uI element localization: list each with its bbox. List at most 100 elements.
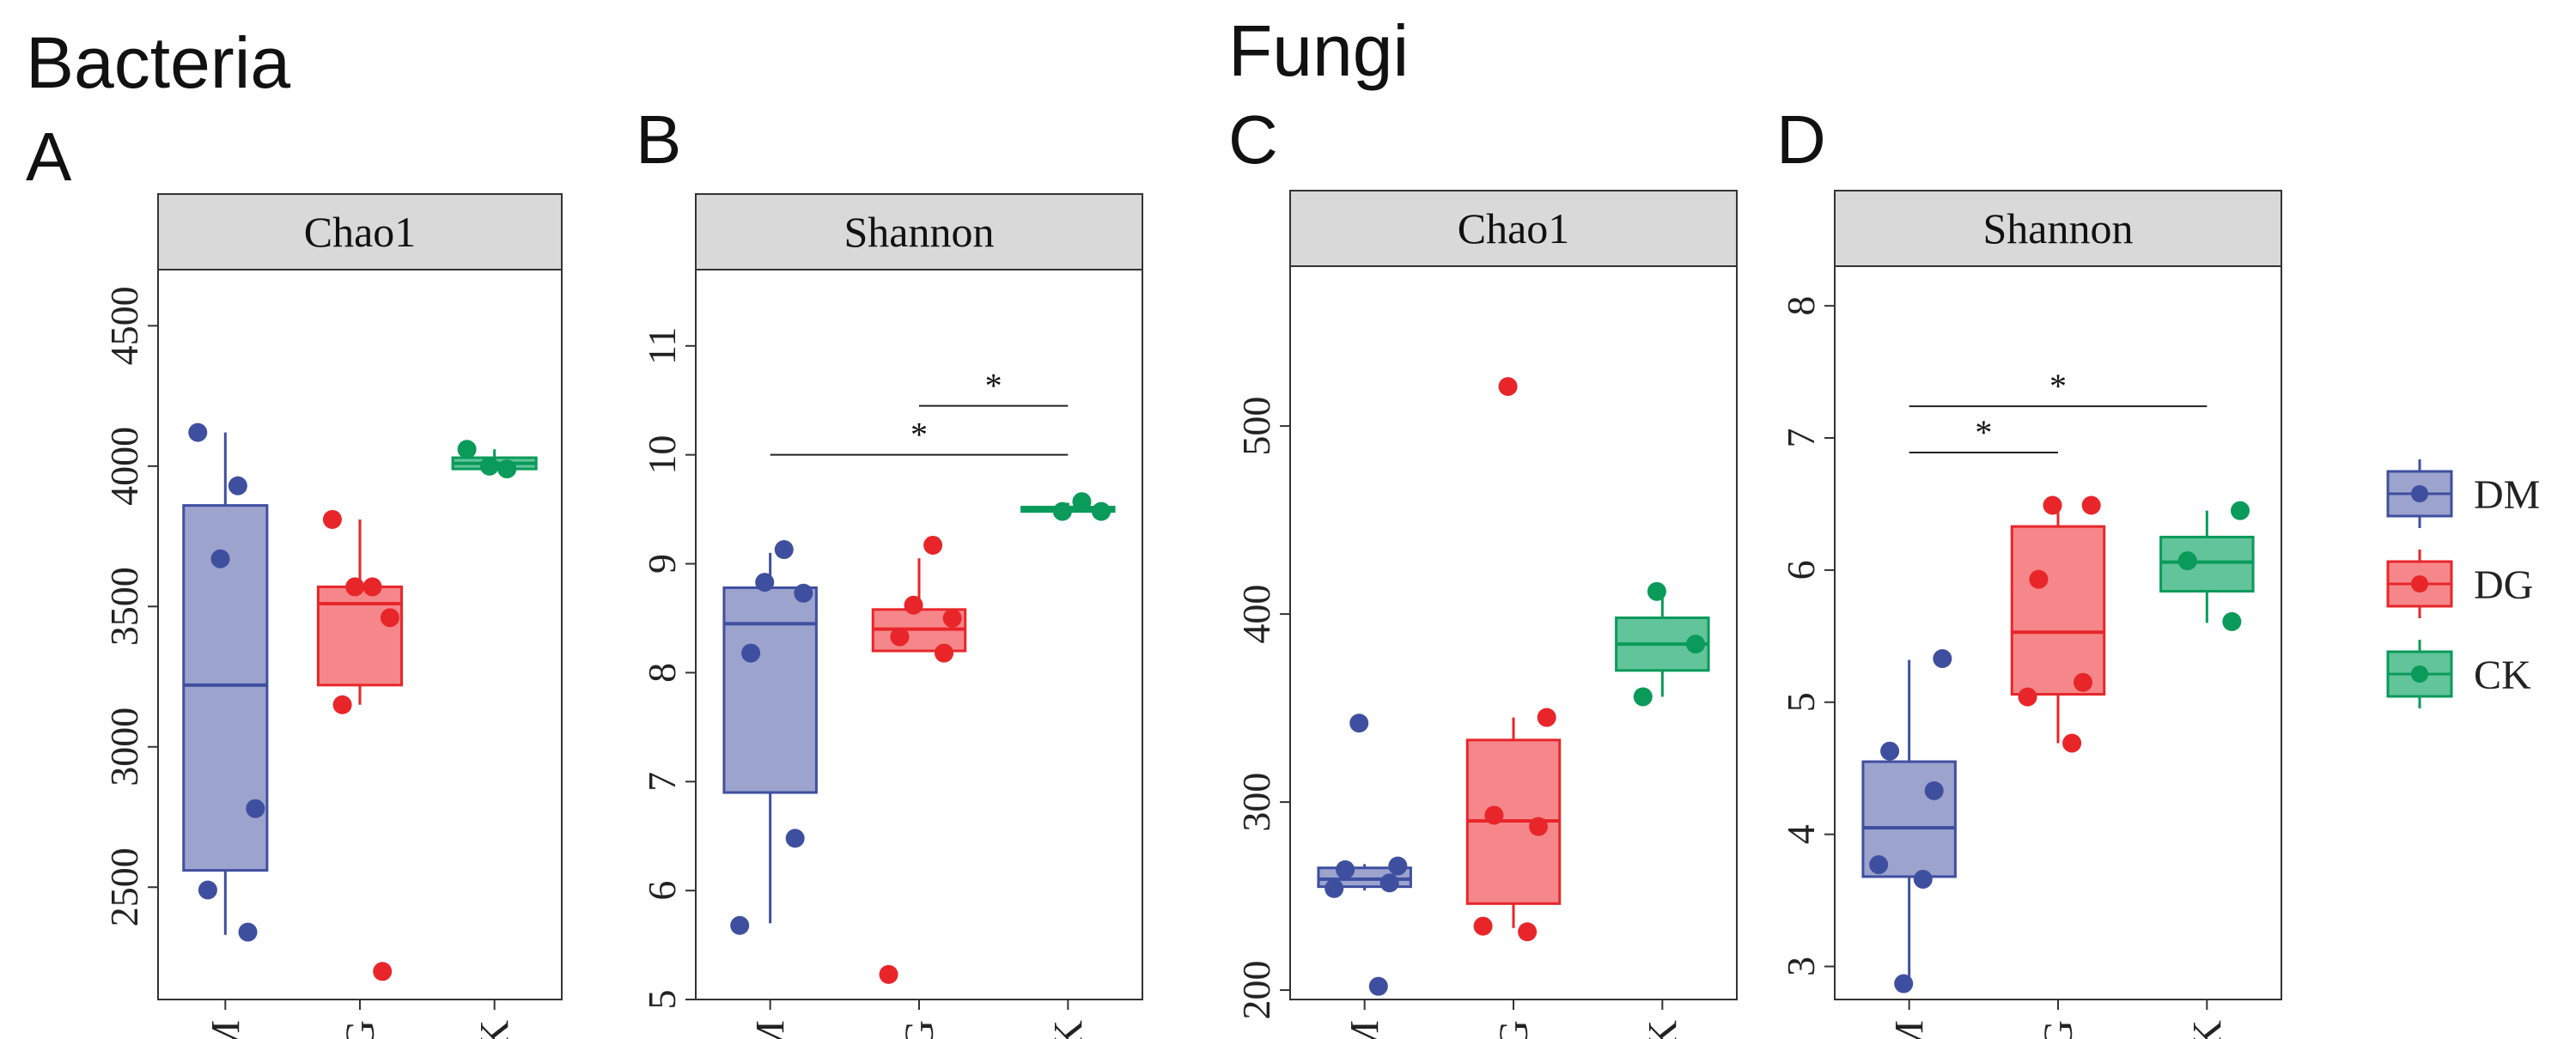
data-point-dg: [345, 577, 365, 597]
data-point-dg: [2062, 733, 2082, 753]
y-tick-label: 5: [1779, 692, 1823, 712]
data-point-dg: [2018, 687, 2037, 707]
data-point-ck: [1092, 501, 1111, 521]
box-body: [2010, 525, 2106, 696]
data-point-ck: [1633, 687, 1653, 707]
data-point-ck: [1686, 635, 1706, 654]
x-category-label: DM: [1887, 1020, 1933, 1039]
x-category-label: DG: [2036, 1020, 2081, 1039]
box-dg: [316, 519, 404, 705]
data-point-dg: [1537, 708, 1556, 727]
data-point-dm: [755, 573, 775, 592]
strip-header: [695, 193, 1143, 270]
data-point-dm: [238, 922, 258, 942]
data-point-ck: [457, 440, 477, 459]
y-tick-label: 500: [1234, 397, 1278, 456]
x-category-label: DG: [338, 1020, 383, 1039]
y-tick-label: 5: [640, 990, 684, 1010]
data-point-ck: [2177, 551, 2197, 571]
panel-letter: C: [1228, 101, 1278, 178]
x-category-label: DG: [897, 1020, 942, 1039]
legend-label: DM: [2474, 472, 2540, 518]
panel-letter: B: [636, 101, 681, 178]
data-point-dg: [1518, 922, 1538, 942]
box-dm: [722, 552, 818, 924]
data-point-dm: [188, 422, 208, 442]
data-point-dm: [1880, 741, 1900, 761]
data-point-dm: [1894, 974, 1914, 993]
x-category-label: DM: [203, 1020, 248, 1039]
box-ck: [2159, 510, 2255, 623]
data-point-dm: [1913, 869, 1933, 889]
x-category-label: DM: [748, 1020, 794, 1039]
significance-label: *: [1975, 413, 1992, 452]
legend-item-dg: DG: [2386, 550, 2533, 618]
data-point-ck: [479, 456, 499, 476]
panel-letter: A: [26, 118, 72, 195]
panel-letter: D: [1776, 101, 1826, 178]
data-point-dm: [1379, 873, 1399, 893]
y-tick-label: 10: [640, 435, 684, 475]
data-point-dg: [362, 577, 382, 597]
data-point-dg: [373, 962, 393, 981]
box-body: [316, 585, 404, 687]
data-point-dm: [228, 476, 247, 495]
panel-d: D Shannon 3 4 5 6 7 8 DM DG CK * *: [1776, 101, 2282, 1039]
box-dm: [182, 432, 269, 935]
y-tick-label: 200: [1234, 961, 1278, 1020]
x-category-label: DM: [1343, 1020, 1388, 1039]
y-tick-label: 8: [640, 663, 684, 683]
data-point-ck: [1052, 501, 1072, 521]
data-point-ck: [2231, 501, 2250, 520]
data-point-dg: [1529, 817, 1549, 836]
data-point-dm: [198, 880, 217, 900]
x-category-label: DG: [1491, 1020, 1537, 1039]
data-point-dm: [730, 915, 750, 935]
data-point-dm: [1933, 649, 1952, 669]
legend-key-point: [2411, 665, 2428, 683]
y-tick-label: 7: [640, 772, 684, 792]
data-point-dg: [2074, 672, 2093, 692]
data-point-dm: [1336, 860, 1355, 879]
data-point-dg: [1484, 805, 1504, 825]
data-point-dg: [2043, 495, 2062, 515]
data-point-dg: [2081, 495, 2101, 515]
strip-header: [1834, 190, 2282, 267]
data-point-dg: [923, 535, 943, 555]
bacteria-title: Bacteria: [26, 22, 290, 103]
y-tick-label: 3500: [102, 567, 146, 646]
strip-label: Shannon: [1983, 204, 2134, 252]
y-tick-label: 9: [640, 554, 684, 574]
y-tick-label: 4500: [102, 286, 146, 365]
data-point-dm: [210, 549, 230, 568]
data-point-dg: [2029, 569, 2049, 589]
y-tick-label: 4: [1779, 824, 1823, 844]
strip-label: Chao1: [1458, 204, 1570, 252]
data-point-dm: [1368, 976, 1388, 996]
data-point-dm: [246, 799, 265, 818]
y-tick-label: 2500: [102, 848, 146, 927]
y-tick-label: 300: [1234, 773, 1278, 832]
data-point-dm: [1924, 781, 1944, 800]
strip-header: [157, 193, 563, 270]
significance-label: *: [910, 416, 928, 454]
fungi-title: Fungi: [1228, 10, 1409, 91]
y-tick-label: 6: [1779, 560, 1823, 580]
y-tick-label: 400: [1234, 585, 1278, 644]
x-category-label: CK: [2184, 1020, 2230, 1039]
legend: DM DG CK: [2386, 459, 2540, 708]
strip-label: Shannon: [844, 208, 995, 256]
y-tick-label: 6: [640, 881, 684, 901]
data-point-dm: [1869, 855, 1889, 875]
x-category-label: CK: [1640, 1020, 1685, 1039]
legend-label: DG: [2474, 562, 2533, 608]
data-point-dm: [741, 643, 761, 663]
data-point-dg: [322, 509, 342, 529]
data-point-dm: [1325, 878, 1344, 898]
y-tick-label: 7: [1779, 428, 1823, 448]
y-tick-label: 11: [640, 327, 684, 365]
data-point-dg: [879, 964, 898, 984]
box-body: [722, 586, 818, 794]
legend-label: CK: [2474, 653, 2531, 698]
